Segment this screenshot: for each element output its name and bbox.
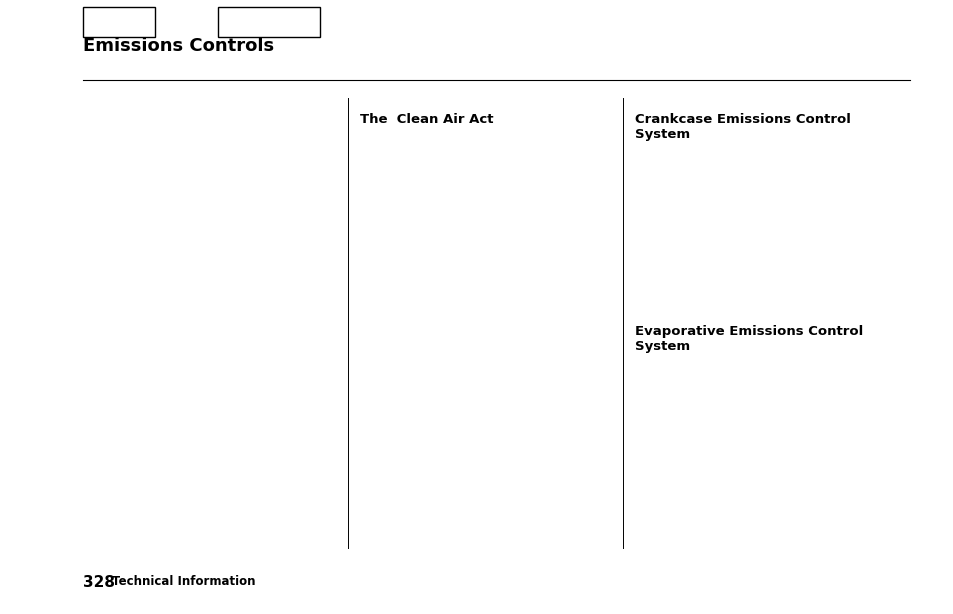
Text: System: System: [635, 128, 689, 141]
Text: Emissions Controls: Emissions Controls: [83, 37, 274, 55]
Bar: [218, 7, 319, 37]
Text: Technical Information: Technical Information: [112, 575, 255, 588]
Text: System: System: [635, 340, 689, 353]
Text: Crankcase Emissions Control: Crankcase Emissions Control: [635, 113, 850, 126]
Text: 328: 328: [83, 575, 115, 590]
Bar: [83, 7, 154, 37]
Text: The  Clean Air Act: The Clean Air Act: [359, 113, 493, 126]
Text: Evaporative Emissions Control: Evaporative Emissions Control: [635, 325, 862, 338]
